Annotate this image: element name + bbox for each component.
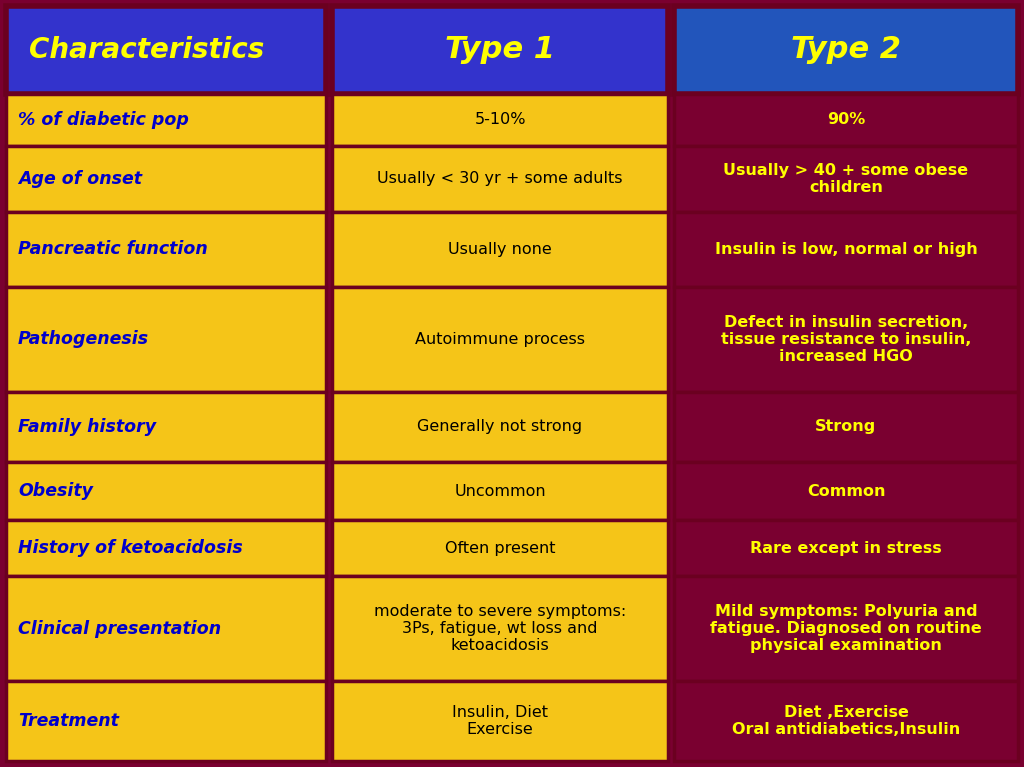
Text: Type 1: Type 1 — [445, 35, 555, 64]
Bar — [6, 576, 326, 681]
Bar — [332, 287, 668, 392]
Text: History of ketoacidosis: History of ketoacidosis — [18, 539, 243, 557]
Bar — [332, 392, 668, 462]
Text: moderate to severe symptoms:
3Ps, fatigue, wt loss and
ketoacidosis: moderate to severe symptoms: 3Ps, fatigu… — [374, 604, 626, 653]
Text: Mild symptoms: Polyuria and
fatigue. Diagnosed on routine
physical examination: Mild symptoms: Polyuria and fatigue. Dia… — [710, 604, 982, 653]
Text: Strong: Strong — [815, 420, 877, 434]
Bar — [332, 576, 668, 681]
Text: Type 2: Type 2 — [791, 35, 901, 64]
Bar — [332, 212, 668, 287]
Bar — [6, 94, 326, 146]
Bar — [674, 212, 1018, 287]
Text: Insulin, Diet
Exercise: Insulin, Diet Exercise — [452, 705, 548, 737]
Bar — [6, 287, 326, 392]
Bar — [674, 146, 1018, 212]
Bar — [674, 6, 1018, 94]
Text: Common: Common — [807, 483, 886, 499]
Bar — [674, 520, 1018, 576]
Text: Characteristics: Characteristics — [29, 36, 264, 64]
Text: 90%: 90% — [826, 113, 865, 127]
Bar — [332, 6, 668, 94]
Text: Generally not strong: Generally not strong — [418, 420, 583, 434]
Text: 5-10%: 5-10% — [474, 113, 525, 127]
Bar — [674, 94, 1018, 146]
Text: Clinical presentation: Clinical presentation — [18, 620, 221, 637]
Bar — [674, 287, 1018, 392]
Text: Family history: Family history — [18, 418, 156, 436]
Text: % of diabetic pop: % of diabetic pop — [18, 111, 188, 129]
Text: Pancreatic function: Pancreatic function — [18, 241, 208, 258]
Bar — [674, 681, 1018, 761]
Bar — [6, 146, 326, 212]
Text: Often present: Often present — [444, 541, 555, 555]
Text: Uncommon: Uncommon — [455, 483, 546, 499]
Text: Age of onset: Age of onset — [18, 170, 142, 188]
Text: Usually > 40 + some obese
children: Usually > 40 + some obese children — [723, 163, 969, 195]
Bar — [332, 462, 668, 520]
Bar — [6, 681, 326, 761]
Text: Usually none: Usually none — [449, 242, 552, 257]
Bar — [332, 681, 668, 761]
Bar — [332, 146, 668, 212]
Bar — [6, 6, 326, 94]
Text: Defect in insulin secretion,
tissue resistance to insulin,
increased HGO: Defect in insulin secretion, tissue resi… — [721, 314, 971, 364]
Bar — [6, 392, 326, 462]
Text: Pathogenesis: Pathogenesis — [18, 331, 150, 348]
Bar — [6, 212, 326, 287]
Bar — [674, 576, 1018, 681]
Bar — [332, 94, 668, 146]
Text: Autoimmune process: Autoimmune process — [415, 332, 585, 347]
Bar — [674, 462, 1018, 520]
Bar — [6, 520, 326, 576]
Bar — [6, 462, 326, 520]
Text: Usually < 30 yr + some adults: Usually < 30 yr + some adults — [377, 172, 623, 186]
Text: Insulin is low, normal or high: Insulin is low, normal or high — [715, 242, 977, 257]
Bar — [674, 392, 1018, 462]
Text: Rare except in stress: Rare except in stress — [751, 541, 942, 555]
Text: Treatment: Treatment — [18, 712, 119, 730]
Text: Obesity: Obesity — [18, 482, 93, 500]
Bar — [332, 520, 668, 576]
Text: Diet ,Exercise
Oral antidiabetics,Insulin: Diet ,Exercise Oral antidiabetics,Insuli… — [732, 705, 961, 737]
